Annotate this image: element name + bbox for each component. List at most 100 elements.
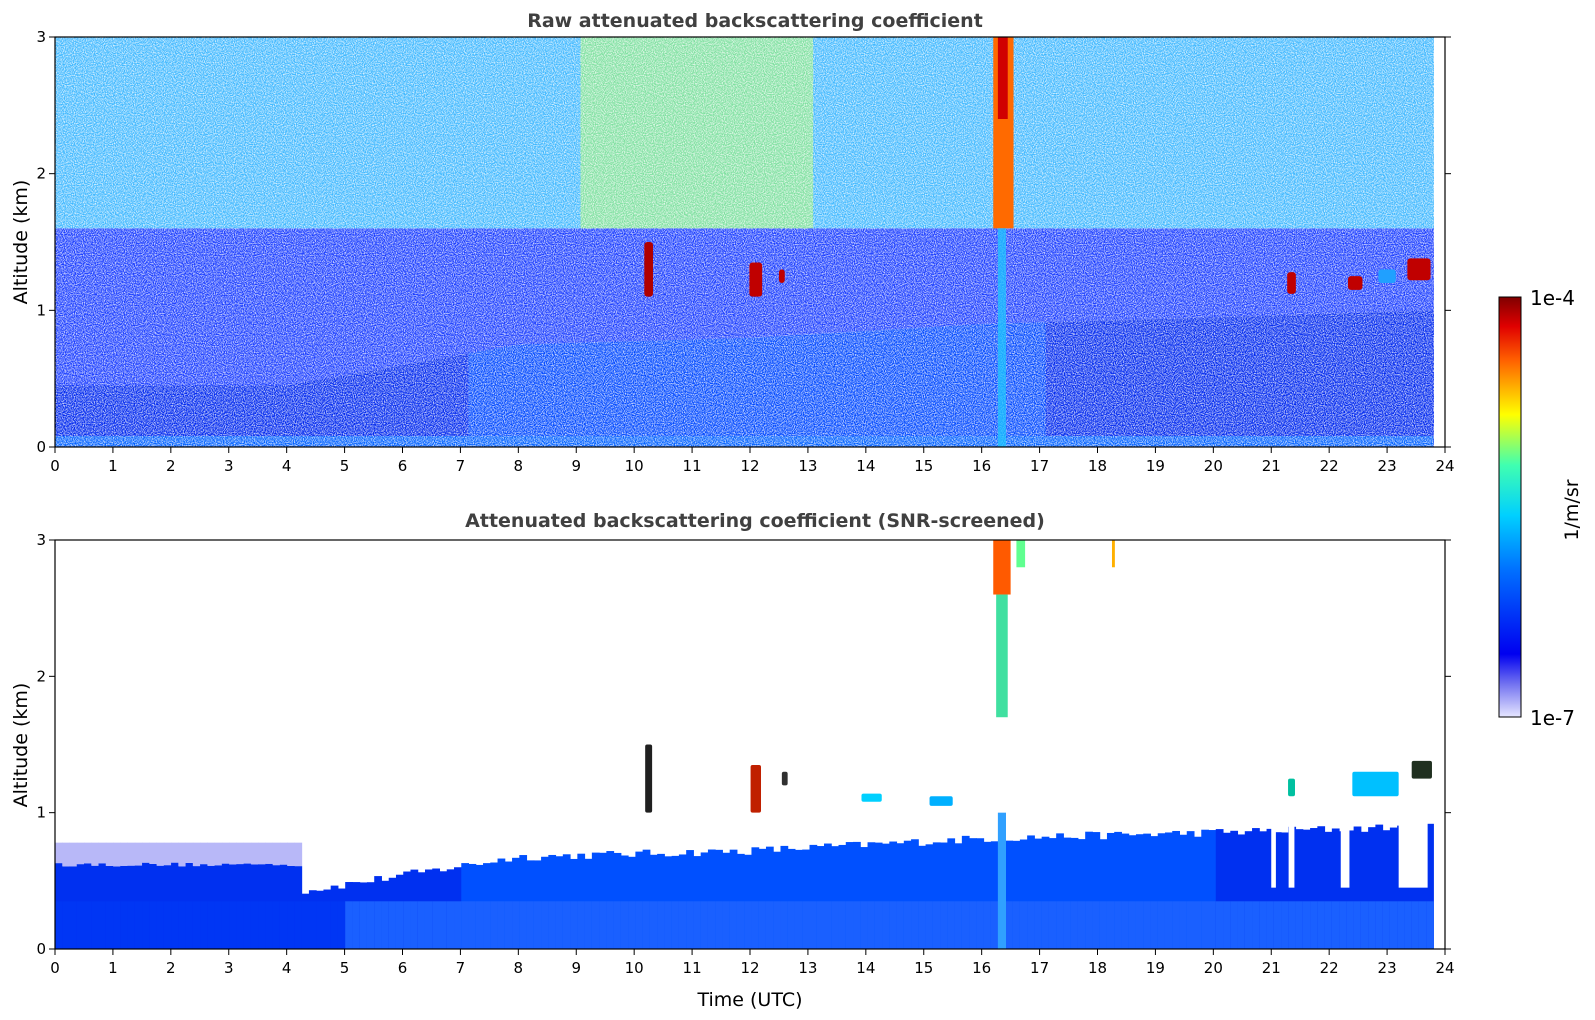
heatmap-cell-low [432, 901, 441, 949]
heatmap-cell-faint [62, 842, 71, 867]
heatmap-cell-low [1266, 901, 1275, 949]
heatmap-cell-low [831, 901, 840, 949]
heatmap-cell [606, 851, 615, 949]
heatmap-cell [1085, 831, 1093, 949]
heatmap-cell [794, 849, 803, 949]
panel1-cloud-features [644, 37, 1431, 447]
heatmap-cell-low [1418, 901, 1427, 949]
heatmap-cell-low [1360, 901, 1369, 949]
heatmap-cell-faint [287, 842, 295, 866]
heatmap-cell [874, 842, 883, 949]
heatmap-cell [1164, 832, 1173, 949]
cloud-feature [781, 771, 788, 786]
heatmap-cell-low [1331, 901, 1340, 949]
heatmap-cell-low [388, 901, 397, 949]
x-tick-label: 23 [1378, 959, 1397, 977]
heatmap-cell [642, 849, 651, 949]
heatmap-cell [1201, 829, 1210, 949]
heatmap-cell-low [838, 901, 847, 949]
heatmap-cell-low [84, 901, 92, 949]
heatmap-cell [809, 844, 818, 949]
heatmap-cell-low [1194, 901, 1202, 949]
y-tick-label: 3 [36, 28, 46, 46]
heatmap-cell [1034, 838, 1043, 949]
heatmap-cell-faint [91, 842, 100, 866]
colorbar: 1e-4 1e-7 1/m/sr [1498, 286, 1583, 730]
heatmap-cell [715, 849, 723, 949]
heatmap-cell-low [678, 901, 687, 949]
heatmap-cell-low [301, 901, 310, 949]
y-tick-label: 1 [36, 804, 46, 822]
heatmap-cell [765, 846, 774, 949]
x-tick-label: 21 [1262, 959, 1281, 977]
heatmap-cell-low [700, 901, 709, 949]
heatmap-cell [1172, 830, 1180, 949]
panel2-title: Attenuated backscattering coefficient (S… [465, 510, 1045, 532]
heatmap-cell-faint [163, 842, 172, 866]
heatmap-cell [918, 845, 927, 949]
heatmap-cell-faint [200, 842, 208, 865]
heatmap-cell-low [316, 901, 324, 949]
heatmap-cell [1194, 836, 1202, 949]
heatmap-cell-low [1019, 901, 1028, 949]
heatmap-cell-low [990, 901, 999, 949]
heatmap-cell [1114, 831, 1122, 949]
heatmap-cell [1099, 839, 1108, 949]
heatmap-cell-low [1201, 901, 1210, 949]
x-tick-label: 11 [683, 457, 702, 475]
heatmap-cell-low [809, 901, 818, 949]
heatmap-cell-low [860, 901, 869, 949]
y-tick-label: 2 [36, 165, 46, 183]
heatmap-cell-low [1295, 901, 1304, 949]
heatmap-cell-low [1397, 901, 1405, 949]
panel1-axes: 0 1 2 3 4 5 6 7 8 9 10 11 12 13 14 15 16 17 18 19 20 21 22 23 24… [36, 28, 1454, 475]
heatmap-cell [932, 842, 941, 949]
heatmap-cell [925, 844, 934, 949]
heatmap-cell-low [171, 901, 179, 949]
heatmap-cell-low [236, 901, 245, 949]
heatmap-cell-low [1143, 901, 1151, 949]
x-tick-label: 8 [514, 959, 524, 977]
heatmap-cell-low [439, 901, 448, 949]
x-tick-label: 17 [1030, 457, 1049, 475]
heatmap-cell-low [1135, 901, 1144, 949]
heatmap-cell-low [1281, 901, 1289, 949]
heatmap-cell-low [366, 901, 375, 949]
x-tick-label: 0 [50, 959, 60, 977]
heatmap-cell-low [1426, 901, 1434, 949]
heatmap-cell [1135, 834, 1144, 949]
heatmap-cell [758, 848, 767, 949]
cloud-streak [1111, 540, 1115, 568]
heatmap-cell [613, 852, 622, 949]
heatmap-cell-low [1273, 901, 1282, 949]
heatmap-cell [1179, 834, 1188, 949]
heatmap-cell [903, 840, 912, 949]
heatmap-cell-faint [243, 842, 252, 864]
heatmap-cell-faint [192, 842, 201, 867]
heatmap-cell-low [642, 901, 651, 949]
heatmap-cell-low [744, 901, 752, 949]
heatmap-cell-low [308, 901, 317, 949]
heatmap-cell-faint [120, 842, 129, 866]
heatmap-cell-low [722, 901, 731, 949]
cloud-feature [929, 796, 953, 806]
heatmap-cell-low [1128, 901, 1137, 949]
heatmap-cell [896, 843, 905, 949]
x-tick-label: 12 [740, 457, 759, 475]
heatmap-cell [1244, 831, 1253, 949]
heatmap-cell-faint [149, 842, 158, 864]
heatmap-cell-low [802, 901, 811, 949]
x-tick-label: 3 [224, 959, 234, 977]
x-tick-label: 9 [571, 457, 581, 475]
heatmap-cell [591, 852, 600, 949]
heatmap-cell-low [1157, 901, 1166, 949]
heatmap-cell-low [417, 901, 426, 949]
heatmap-cell-faint [105, 842, 114, 866]
heatmap-cell [816, 846, 825, 949]
heatmap-cell-low [969, 901, 977, 949]
heatmap-cell-low [1288, 901, 1297, 949]
x-tick-label: 14 [856, 457, 875, 475]
heatmap-cell-low [562, 901, 571, 949]
x-tick-label: 20 [1204, 959, 1223, 977]
heatmap-cell-faint [185, 842, 194, 863]
